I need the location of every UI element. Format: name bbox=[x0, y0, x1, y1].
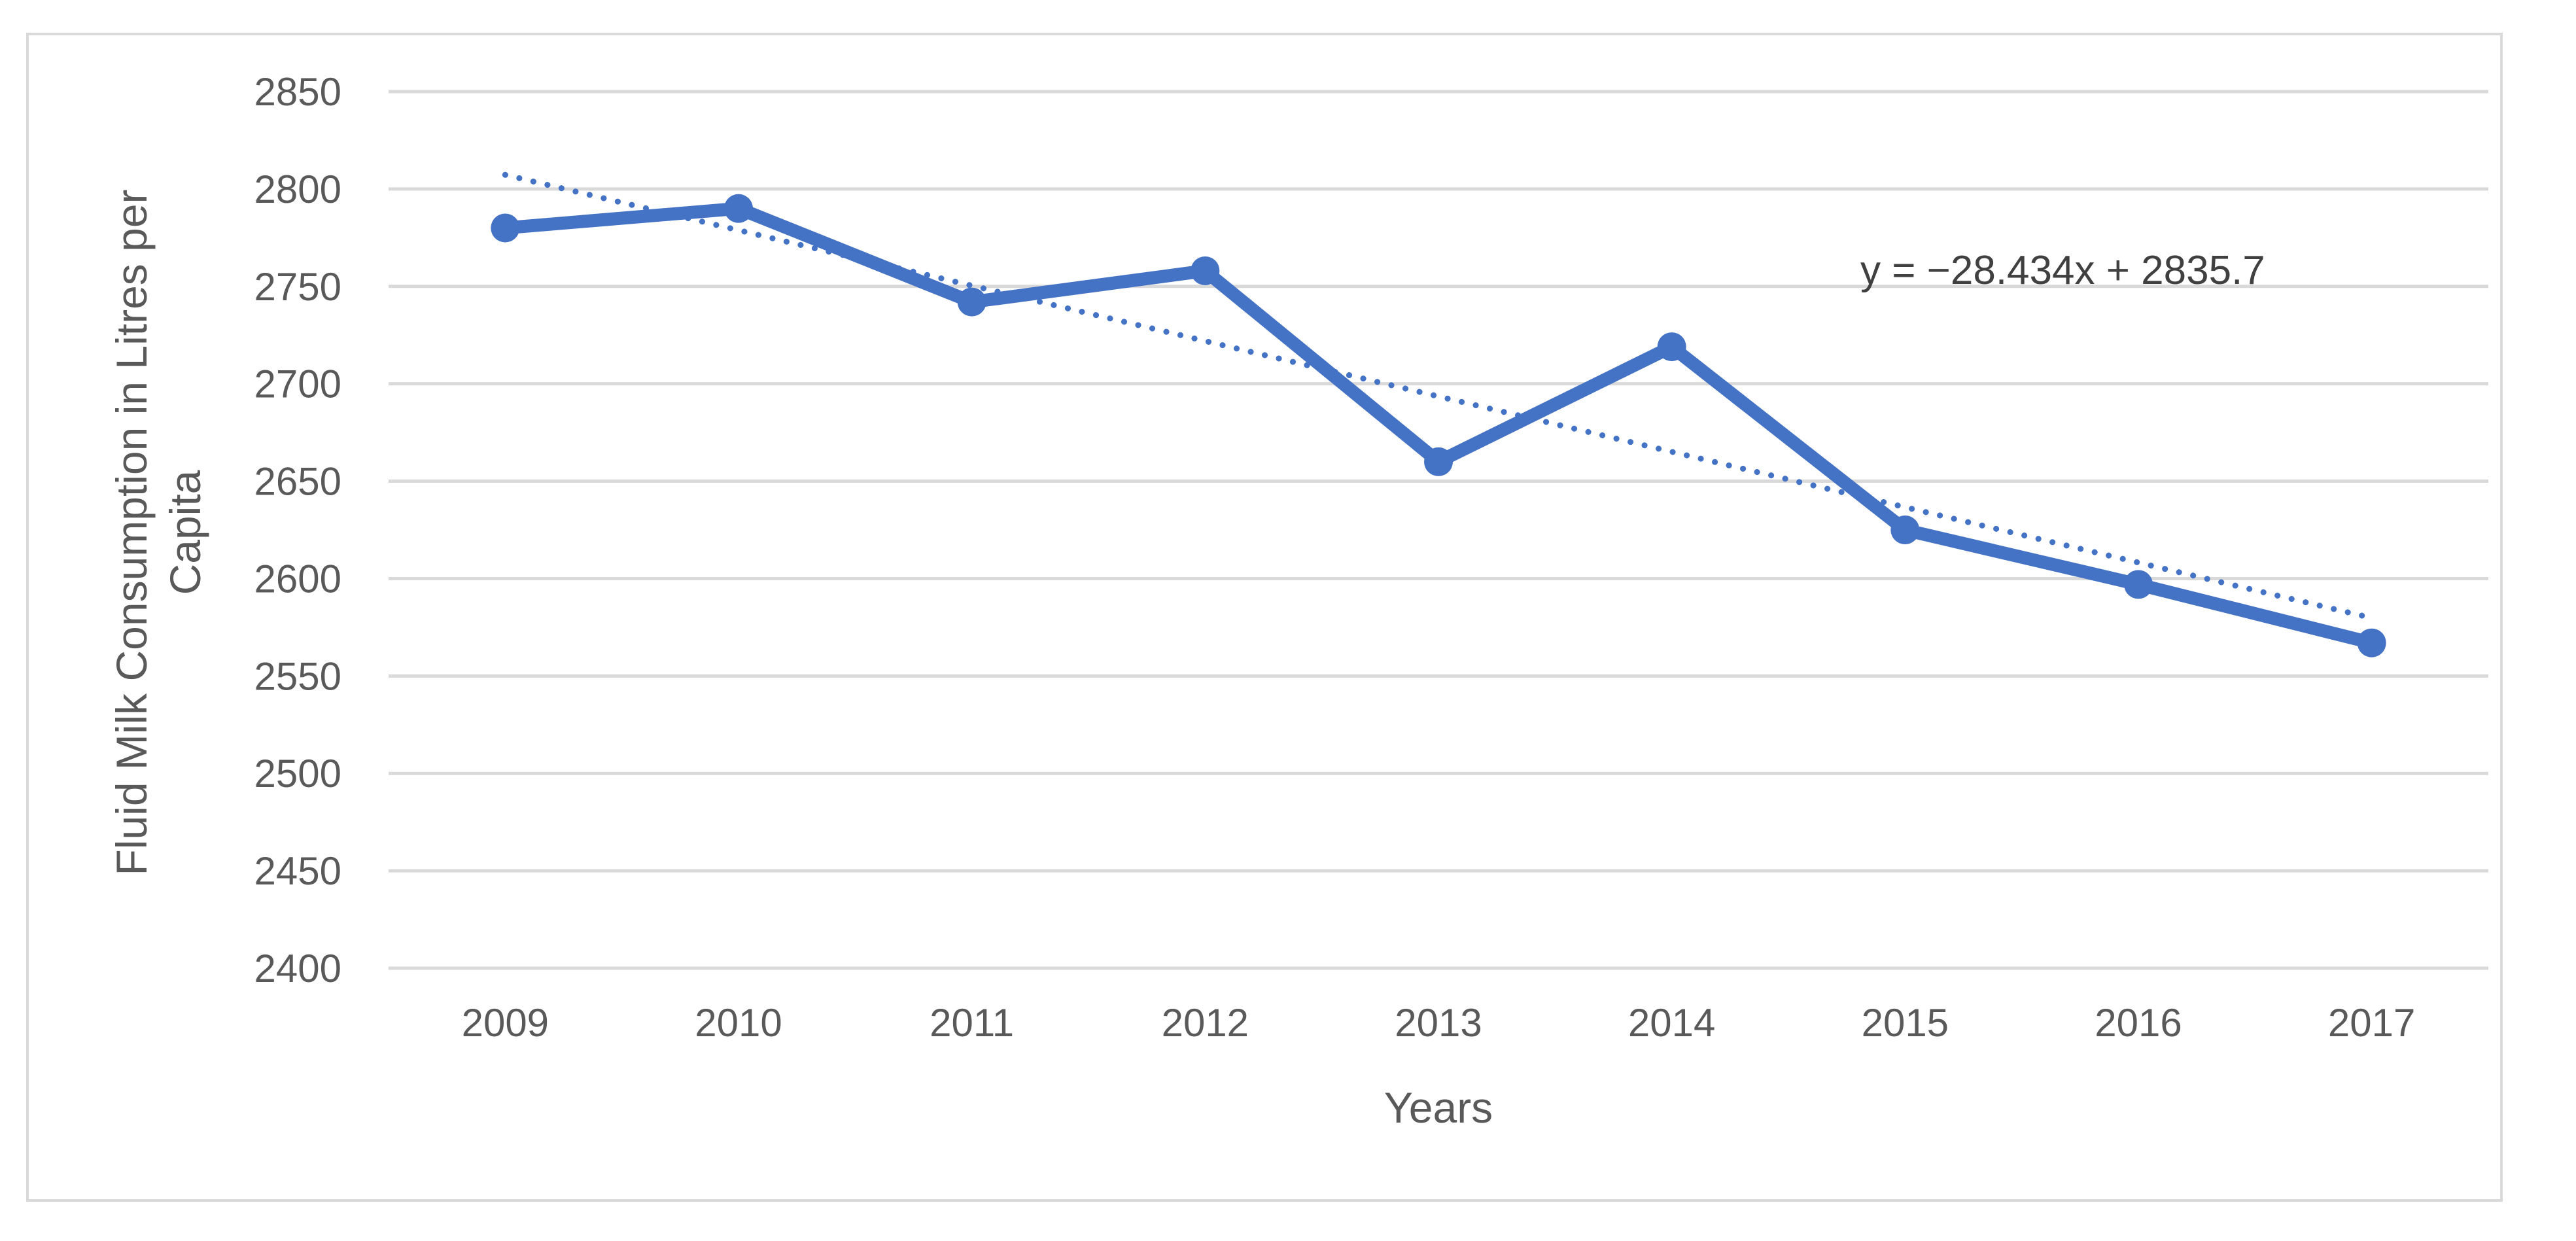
data-point-2016 bbox=[2124, 570, 2153, 599]
y-tick-label: 2550 bbox=[254, 654, 341, 698]
x-tick-label: 2015 bbox=[1862, 1001, 1949, 1045]
y-tick-label: 2450 bbox=[254, 849, 341, 893]
gridlines bbox=[389, 90, 2488, 970]
line-chart: 2400 2450 2500 2550 2600 2650 2700 2750 2800 2850… bbox=[107, 70, 2488, 1132]
y-axis-title-line-1: Fluid Milk Consumption in Litres per bbox=[107, 189, 156, 875]
y-axis-ticks: 2400 2450 2500 2550 2600 2650 2700 2750 2800 2850 bbox=[254, 70, 341, 990]
y-axis-title-line-2: Capita bbox=[161, 470, 209, 595]
x-tick-label: 2009 bbox=[462, 1001, 549, 1045]
x-tick-label: 2017 bbox=[2328, 1001, 2415, 1045]
x-axis-ticks: 2009 2010 2011 2012 2013 2014 2015 2016 2017 bbox=[462, 1001, 2416, 1045]
y-tick-label: 2500 bbox=[254, 752, 341, 795]
y-tick-label: 2400 bbox=[254, 947, 341, 990]
x-axis-title: Years bbox=[1384, 1083, 1493, 1132]
trendline bbox=[502, 171, 2375, 621]
y-tick-label: 2600 bbox=[254, 557, 341, 601]
y-tick-label: 2800 bbox=[254, 167, 341, 211]
x-tick-label: 2010 bbox=[695, 1001, 782, 1045]
trendline-equation: y = −28.434x + 2835.7 bbox=[1860, 248, 2265, 293]
data-point-2015 bbox=[1890, 516, 1920, 544]
trendline-group bbox=[502, 171, 2375, 621]
chart-frame: 2400 2450 2500 2550 2600 2650 2700 2750 2800 2850… bbox=[26, 33, 2503, 1202]
y-tick-label: 2850 bbox=[254, 70, 341, 114]
x-tick-label: 2011 bbox=[930, 1001, 1014, 1045]
x-tick-label: 2014 bbox=[1628, 1001, 1715, 1045]
data-point-2013 bbox=[1424, 447, 1453, 476]
x-tick-label: 2016 bbox=[2095, 1001, 2182, 1045]
y-tick-label: 2750 bbox=[254, 265, 341, 309]
x-tick-label: 2012 bbox=[1162, 1001, 1249, 1045]
data-point-2010 bbox=[724, 194, 753, 223]
data-point-2009 bbox=[491, 213, 520, 243]
x-tick-label: 2013 bbox=[1395, 1001, 1482, 1045]
y-tick-label: 2700 bbox=[254, 362, 341, 406]
series-group bbox=[491, 194, 2386, 657]
data-point-2014 bbox=[1657, 332, 1686, 362]
y-tick-label: 2650 bbox=[254, 460, 341, 504]
data-point-2011 bbox=[957, 287, 986, 317]
data-point-2017 bbox=[2357, 628, 2386, 657]
data-point-2012 bbox=[1191, 256, 1220, 285]
